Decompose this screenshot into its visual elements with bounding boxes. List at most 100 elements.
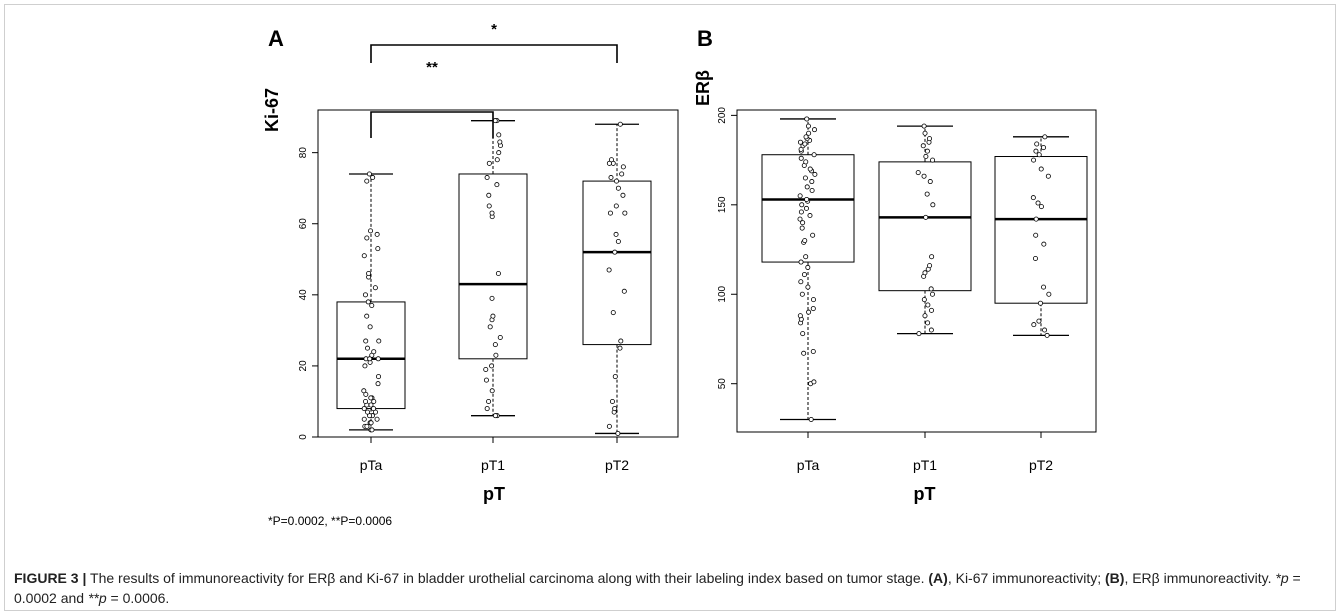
data-point <box>608 157 614 163</box>
data-point <box>1042 327 1048 333</box>
data-point <box>798 155 804 161</box>
data-point <box>805 284 811 290</box>
data-point <box>1041 284 1047 290</box>
data-point <box>921 173 927 179</box>
data-point <box>803 134 809 140</box>
data-point <box>928 327 934 333</box>
data-point <box>930 202 936 208</box>
data-point <box>492 342 498 348</box>
data-point <box>617 345 623 351</box>
data-point <box>621 288 627 294</box>
data-point <box>924 148 930 154</box>
data-point <box>368 228 374 234</box>
data-point <box>929 291 935 297</box>
data-point <box>1045 173 1051 179</box>
x-tick-label: pTa <box>797 457 820 473</box>
iqr-box <box>878 161 972 292</box>
data-point <box>929 254 935 260</box>
data-point <box>615 185 621 191</box>
data-point <box>496 150 502 156</box>
data-point <box>806 130 812 136</box>
data-point <box>361 388 367 394</box>
data-point <box>609 398 615 404</box>
data-point <box>1033 232 1039 238</box>
data-point <box>1034 141 1040 147</box>
caption-p2: **p <box>87 590 107 606</box>
data-point <box>483 366 489 372</box>
data-point <box>797 313 803 319</box>
data-point <box>615 239 621 245</box>
data-point <box>486 192 492 198</box>
data-point <box>486 203 492 209</box>
caption-text-3: , ERβ immunoreactivity. <box>1124 570 1276 586</box>
significance-footnote: *P=0.0002, **P=0.0006 <box>268 514 393 528</box>
data-point <box>921 123 927 129</box>
data-point <box>364 345 370 351</box>
data-point <box>606 267 612 273</box>
data-point <box>610 310 616 316</box>
iqr-box <box>994 156 1088 304</box>
data-point <box>798 209 804 215</box>
box-pt2 <box>994 134 1088 338</box>
data-point <box>364 313 370 319</box>
data-point <box>916 331 922 337</box>
data-point <box>364 235 370 241</box>
data-point <box>923 214 929 220</box>
x-tick-label: pT1 <box>481 457 505 473</box>
y-tick-label: 150 <box>717 196 728 213</box>
data-point <box>922 130 928 136</box>
data-point <box>363 338 369 344</box>
data-point <box>374 416 380 422</box>
data-point <box>811 152 817 158</box>
data-point <box>489 295 495 301</box>
data-point <box>925 302 931 308</box>
data-point <box>805 264 811 270</box>
data-point <box>1032 255 1038 261</box>
x-tick-label: pT1 <box>913 457 937 473</box>
data-point <box>925 320 931 326</box>
y-tick-label: 0 <box>298 434 309 440</box>
data-point <box>361 406 367 412</box>
y-tick-label: 50 <box>717 378 728 390</box>
data-point <box>1033 216 1039 222</box>
data-point <box>927 263 933 269</box>
y-tick-label: 40 <box>298 289 309 301</box>
data-point <box>496 132 502 138</box>
data-point <box>922 313 928 319</box>
data-point <box>802 141 808 147</box>
data-point <box>1038 204 1044 210</box>
data-point <box>494 157 500 163</box>
data-point <box>927 136 933 142</box>
data-point <box>799 202 805 208</box>
data-point <box>810 232 816 238</box>
data-point <box>487 324 493 330</box>
caption-text-4: = 0.0002 and <box>14 570 1301 606</box>
box-pt2 <box>582 121 652 436</box>
data-point <box>489 363 495 369</box>
y-tick-label: 20 <box>298 360 309 372</box>
data-point <box>375 356 381 362</box>
data-point <box>612 374 618 380</box>
data-point <box>375 381 381 387</box>
data-point <box>606 423 612 429</box>
data-point <box>803 159 809 165</box>
box-pt1 <box>878 123 972 337</box>
data-point <box>809 179 815 185</box>
data-point <box>810 306 816 312</box>
data-point <box>798 279 804 285</box>
plot-border <box>736 109 1097 433</box>
data-point <box>617 121 623 127</box>
box-pt1 <box>458 118 528 419</box>
data-point <box>489 388 495 394</box>
data-point <box>606 160 612 166</box>
data-point <box>928 286 934 292</box>
data-point <box>799 225 805 231</box>
data-point <box>375 246 381 252</box>
data-point <box>921 297 927 303</box>
data-point <box>483 377 489 383</box>
data-point <box>810 297 816 303</box>
data-point <box>371 406 377 412</box>
box-pta <box>336 171 406 433</box>
data-point <box>806 309 812 315</box>
